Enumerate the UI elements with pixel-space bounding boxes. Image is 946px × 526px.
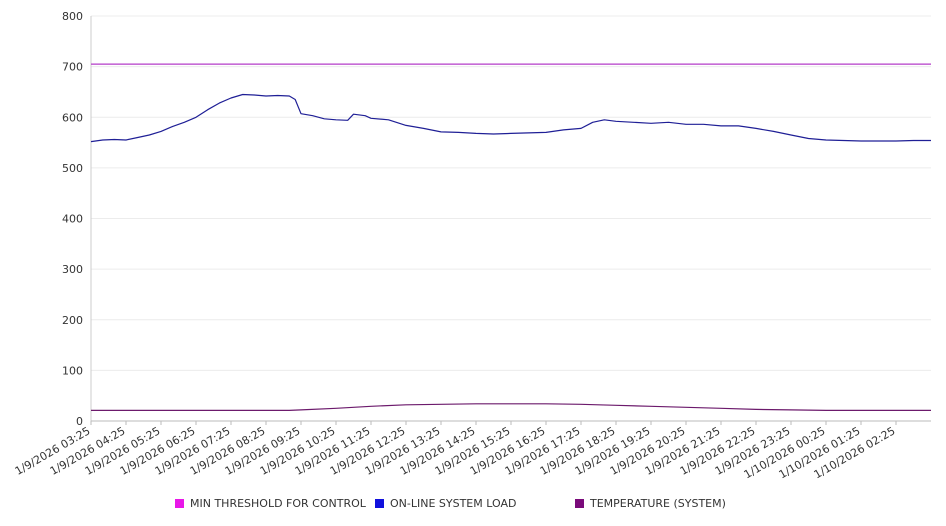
y-tick-label: 200 bbox=[62, 314, 83, 327]
y-tick-label: 100 bbox=[62, 364, 83, 377]
y-axis-tick-labels: 0 100 200 300 400 500 600 700 800 bbox=[62, 10, 83, 428]
series-system-load-line bbox=[90, 93, 931, 143]
legend-item-min-threshold[interactable]: MIN THRESHOLD FOR CONTROL bbox=[175, 497, 366, 510]
y-tick-label: 500 bbox=[62, 162, 83, 175]
legend-swatch-system-load bbox=[375, 499, 384, 508]
y-tick-label: 300 bbox=[62, 263, 83, 276]
y-tick-label: 800 bbox=[62, 10, 83, 23]
series-lines bbox=[90, 63, 931, 411]
y-tick-label: 400 bbox=[62, 213, 83, 226]
legend-label-min-threshold: MIN THRESHOLD FOR CONTROL bbox=[190, 497, 366, 510]
chart-legend: MIN THRESHOLD FOR CONTROL ON-LINE SYSTEM… bbox=[0, 497, 946, 515]
legend-item-temperature[interactable]: TEMPERATURE (SYSTEM) bbox=[575, 497, 726, 510]
legend-label-temperature: TEMPERATURE (SYSTEM) bbox=[590, 497, 726, 510]
y-tick-label: 600 bbox=[62, 111, 83, 124]
axes bbox=[90, 16, 931, 425]
y-tick-label: 0 bbox=[76, 415, 83, 428]
legend-label-system-load: ON-LINE SYSTEM LOAD bbox=[390, 497, 517, 510]
legend-swatch-temperature bbox=[575, 499, 584, 508]
series-temperature-line bbox=[91, 403, 931, 411]
y-tick-label: 700 bbox=[62, 61, 83, 74]
grid-lines bbox=[91, 15, 931, 371]
legend-item-system-load[interactable]: ON-LINE SYSTEM LOAD bbox=[375, 497, 516, 510]
x-axis-tick-labels: 1/9/2026 03:251/9/2026 04:251/9/2026 05:… bbox=[13, 424, 898, 481]
legend-swatch-min-threshold bbox=[175, 499, 184, 508]
